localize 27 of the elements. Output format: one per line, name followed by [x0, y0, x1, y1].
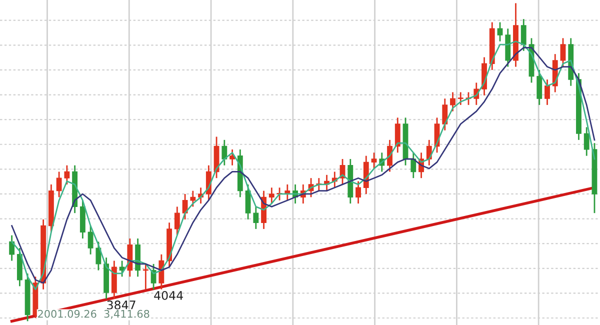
- candlestick: [56, 171, 62, 198]
- candlestick: [584, 126, 590, 157]
- candlestick: [458, 92, 464, 106]
- candlestick: [560, 37, 566, 68]
- candlestick: [64, 164, 70, 186]
- candlestick: [536, 69, 542, 106]
- annotation: 4044: [154, 290, 183, 300]
- candlestick: [356, 180, 361, 204]
- candlestick: [174, 206, 180, 236]
- candlestick: [222, 139, 228, 166]
- candlestick: [371, 152, 377, 170]
- candlestick: [268, 186, 274, 204]
- annotation: 2001.09.26 3,411.68: [38, 310, 150, 319]
- candlestick: [394, 116, 400, 154]
- candlestick: [544, 78, 550, 106]
- candlestick: [88, 225, 94, 256]
- candlestick: [190, 190, 196, 208]
- candlestick: [410, 152, 416, 179]
- candlestick: [96, 240, 102, 271]
- annotation: 3847: [107, 300, 136, 310]
- candlestick: [497, 22, 503, 42]
- candlestick: [450, 92, 456, 112]
- candlestick: [9, 234, 15, 262]
- candlestick: [230, 148, 235, 166]
- candlestick: [253, 206, 259, 230]
- candlestick: [442, 98, 448, 132]
- candlestick: [520, 18, 526, 52]
